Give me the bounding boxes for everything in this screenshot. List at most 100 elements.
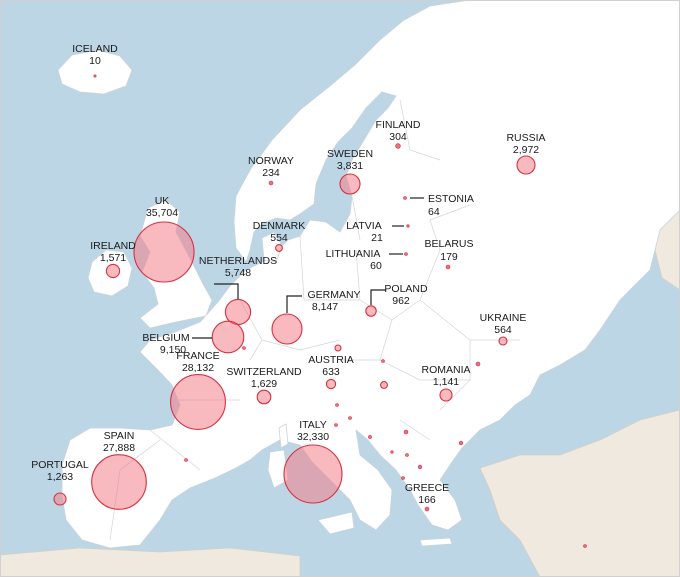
iceland-dot: [93, 74, 97, 78]
portugal-bubble: [53, 492, 67, 506]
belarus-value: 179: [440, 251, 458, 263]
germany-name: GERMANY: [307, 289, 360, 301]
poland-bubble: [365, 305, 377, 317]
austria-value: 633: [322, 366, 340, 378]
czech-dot: [334, 344, 342, 352]
italy-bubble: [283, 444, 343, 504]
middle-east-landmass: [479, 409, 680, 577]
germany-bubble: [271, 313, 303, 345]
poland-name: POLAND: [384, 283, 428, 295]
france-bubble: [170, 374, 226, 430]
moldova-dot: [475, 361, 481, 367]
africa-landmass: [0, 547, 301, 577]
slovenia-dot: [335, 403, 339, 407]
germany-leader: [286, 295, 302, 313]
bulgaria-dot: [458, 440, 464, 446]
estonia-value: 64: [428, 206, 440, 218]
belgium-value: 9,150: [160, 344, 186, 356]
norway-dot: [268, 180, 274, 186]
luxembourg-dot: [242, 346, 246, 350]
sardinia-shape: [267, 449, 289, 489]
ukraine-name: UKRAINE: [480, 312, 527, 324]
iceland-name: ICELAND: [72, 43, 118, 55]
latvia-name: LATVIA: [346, 220, 381, 232]
kosovo-dot: [405, 453, 409, 457]
crete-shape: [419, 537, 453, 547]
corsica-shape: [278, 423, 289, 449]
estonia-name: ESTONIA: [428, 193, 474, 205]
greece-value: 166: [418, 494, 436, 506]
russia-value: 2,972: [513, 144, 539, 156]
north-macedonia-dot: [417, 464, 423, 470]
austria-bubble: [325, 378, 337, 390]
spain-value: 27,888: [103, 442, 135, 454]
latvia-dot: [406, 224, 410, 228]
latvia-value: 21: [371, 232, 383, 244]
denmark-bubble: [275, 244, 283, 252]
norway-value: 234: [262, 167, 280, 179]
sweden-bubble: [339, 173, 361, 195]
montenegro-dot: [390, 450, 394, 454]
ukraine-bubble: [498, 336, 508, 346]
switzerland-name: SWITZERLAND: [226, 366, 302, 378]
belarus-dot: [445, 264, 451, 270]
ukraine-value: 564: [494, 324, 512, 336]
estonia-dot: [403, 196, 407, 200]
norway-name: NORWAY: [248, 155, 294, 167]
belarus-name: BELARUS: [424, 238, 473, 250]
finland-name: FINLAND: [376, 119, 421, 131]
switzerland-value: 1,629: [251, 378, 277, 390]
greece-dot: [424, 506, 430, 512]
netherlands-value: 5,748: [225, 267, 251, 279]
france-value: 28,132: [182, 362, 214, 374]
cyprus-dot: [583, 544, 587, 548]
ireland-value: 1,571: [100, 252, 126, 264]
romania-bubble: [439, 388, 453, 402]
france-name: FRANCE: [176, 350, 219, 362]
slovakia-dot: [381, 359, 385, 363]
san-marino-dot: [334, 423, 338, 427]
portugal-name: PORTUGAL: [31, 459, 89, 471]
finland-dot: [395, 143, 401, 149]
sicily-shape: [317, 511, 355, 535]
switzerland-bubble: [256, 389, 272, 405]
denmark-value: 554: [270, 232, 288, 244]
uk-name: UK: [155, 195, 170, 207]
lithuania-value: 60: [370, 260, 382, 272]
lithuania-dot: [404, 252, 408, 256]
poland-leader: [370, 289, 386, 305]
spain-bubble: [91, 454, 147, 510]
spain-name: SPAIN: [104, 430, 135, 442]
romania-value: 1,141: [433, 376, 459, 388]
netherlands-leader: [214, 283, 239, 299]
croatia-dot: [348, 416, 352, 420]
belgium-name: BELGIUM: [142, 332, 189, 344]
ireland-name: IRELAND: [90, 240, 136, 252]
romania-name: ROMANIA: [421, 364, 470, 376]
serbia-dot: [403, 429, 409, 435]
poland-value: 962: [392, 295, 410, 307]
russia-bubble: [516, 155, 536, 175]
austria-name: AUSTRIA: [308, 354, 354, 366]
finland-value: 304: [389, 131, 407, 143]
ireland-bubble: [105, 263, 121, 279]
andorra-dot: [184, 458, 188, 462]
italy-name: ITALY: [299, 419, 327, 431]
hungary-dot: [380, 381, 388, 389]
greece-name: GREECE: [405, 482, 449, 494]
albania-dot: [401, 476, 405, 480]
lithuania-name: LITHUANIA: [326, 248, 381, 260]
belgium-bubble: [211, 320, 245, 354]
portugal-value: 1,263: [47, 471, 73, 483]
bosnia-dot: [368, 435, 372, 439]
denmark-name: DENMARK: [253, 220, 306, 232]
uk-value: 35,704: [146, 207, 178, 219]
iceland-shape: [57, 49, 133, 95]
germany-value: 8,147: [312, 301, 338, 313]
sweden-name: SWEDEN: [327, 148, 373, 160]
sweden-value: 3,831: [337, 160, 363, 172]
iceland-value: 10: [89, 55, 101, 67]
netherlands-name: NETHERLANDS: [199, 255, 277, 267]
